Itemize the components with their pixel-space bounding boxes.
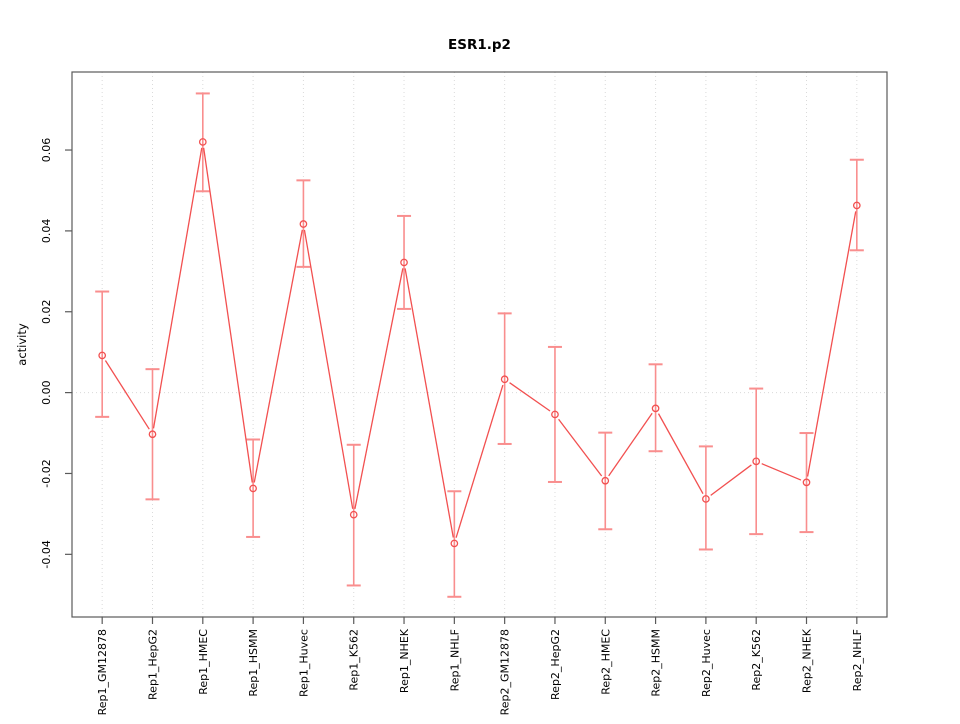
series-segment (303, 229, 354, 509)
x-tick-label: Rep2_NHEK (801, 628, 814, 693)
data-point (299, 220, 308, 228)
x-tick-label: Rep2_NHLF (851, 629, 864, 691)
y-tick-label: -0.02 (40, 459, 53, 487)
data-point (802, 478, 811, 487)
series-segment (455, 384, 504, 538)
x-tick-label: Rep2_GM12878 (499, 629, 512, 715)
data-point (651, 404, 660, 413)
x-tick-label: Rep2_Huvec (700, 629, 713, 697)
x-tick-label: Rep1_K562 (348, 629, 361, 691)
y-axis-label: activity (15, 323, 29, 366)
y-tick-label: 0.04 (40, 219, 53, 244)
x-tick-label: Rep2_HSMM (650, 629, 663, 697)
data-point (450, 539, 459, 548)
data-point (198, 138, 207, 146)
x-tick-label: Rep1_HepG2 (146, 629, 159, 700)
series-segment (203, 147, 253, 483)
y-tick-label: 0.00 (40, 380, 53, 405)
x-tick-label: Rep2_HMEC (599, 629, 612, 695)
x-tick-label: Rep1_HMEC (197, 629, 210, 695)
x-tick-label: Rep1_NHEK (398, 628, 411, 693)
series-segment (104, 360, 150, 430)
series-segment (558, 418, 603, 477)
y-tick-label: 0.02 (40, 300, 53, 325)
series-segment (509, 382, 551, 412)
error-bars (95, 92, 864, 598)
series-segment (608, 412, 653, 477)
series-segment (657, 413, 704, 495)
y-tick-label: 0.06 (40, 138, 53, 163)
data-point (98, 351, 107, 360)
x-tick-label: Rep1_GM12878 (96, 629, 109, 715)
data-point (349, 510, 358, 519)
data-point (400, 258, 408, 267)
series-segment (761, 463, 802, 481)
series-segment (152, 147, 203, 429)
x-tick-label: Rep1_NHLF (448, 629, 461, 691)
data-points (98, 138, 861, 548)
data-point (148, 430, 157, 439)
data-point (500, 375, 509, 384)
series-segment (710, 464, 752, 496)
plot-box (71, 71, 888, 618)
series-segment (404, 268, 454, 538)
data-point (601, 476, 610, 485)
data-point (551, 410, 559, 419)
data-point (852, 201, 861, 210)
chart-title: ESR1.p2 (448, 37, 511, 53)
series-segment (806, 211, 857, 477)
data-point (249, 484, 257, 493)
x-tick-label: Rep2_HepG2 (549, 629, 562, 700)
gridlines (72, 72, 887, 617)
x-tick-label: Rep2_K562 (750, 629, 763, 691)
series-segment (253, 229, 303, 483)
axes-ticks: -0.04 -0.02 0.00 0.02 0.04 0.06 Rep1_GM12878 Re… (40, 138, 864, 716)
series-line (104, 147, 857, 538)
x-tick-label: Rep1_HSMM (247, 629, 260, 697)
y-tick-label: -0.04 (40, 540, 53, 568)
x-tick-label: Rep1_Huvec (297, 629, 310, 697)
series-segment (354, 268, 404, 509)
data-point (702, 495, 710, 503)
data-point (752, 457, 761, 466)
